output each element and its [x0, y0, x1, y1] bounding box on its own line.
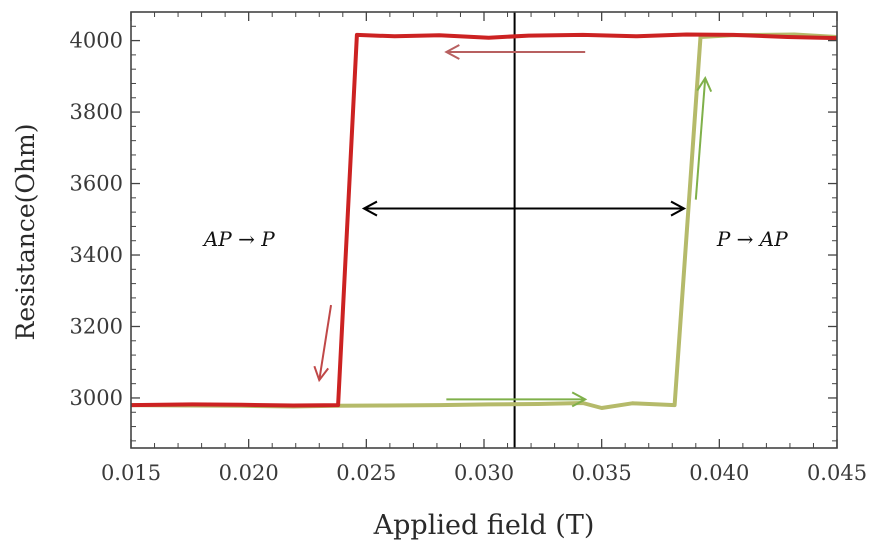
x-axis-ticks: 0.015 0.020 0.025 0.030 0.035 0.040 0.045	[101, 12, 867, 485]
y-tick-label: 4000	[70, 29, 123, 53]
x-tick-label: 0.015	[101, 461, 161, 485]
annotation-arrow-4	[446, 391, 588, 408]
y-axis-title: Resistance(Ohm)	[11, 124, 40, 341]
annotation-label-2: P → AP	[716, 227, 788, 251]
y-tick-label: 3400	[70, 243, 123, 267]
annotation-labels: AP → P P → AP	[202, 227, 788, 251]
arrow-head	[444, 44, 460, 60]
annotation-arrows	[313, 44, 713, 408]
x-tick-label: 0.020	[219, 461, 279, 485]
y-axis-ticks: 3000 3200 3400 3600 3800 4000	[70, 11, 837, 442]
series-line-2	[131, 32, 837, 408]
annotation-label-1: AP → P	[202, 227, 275, 251]
arrow-shaft	[694, 78, 707, 200]
plot-area	[131, 12, 837, 448]
arrow-head	[696, 76, 713, 93]
y-tick-label: 3000	[70, 386, 123, 410]
y-tick-label: 3600	[70, 172, 123, 196]
arrow-head	[670, 200, 687, 217]
arrow-head	[361, 200, 378, 217]
y-tick-label: 3200	[70, 314, 123, 338]
x-tick-label: 0.030	[454, 461, 514, 485]
y-tick-label: 3800	[70, 100, 123, 124]
arrow-shaft	[318, 304, 333, 381]
annotation-arrow-3	[313, 304, 333, 383]
series-layer	[131, 32, 837, 410]
annotation-arrow-5	[694, 76, 713, 200]
x-tick-label: 0.040	[689, 461, 749, 485]
annotation-arrow-1	[444, 44, 586, 60]
annotation-arrow-2	[361, 200, 687, 217]
x-tick-label: 0.035	[572, 461, 632, 485]
x-axis-title: Applied field (T)	[373, 510, 595, 541]
x-tick-label: 0.045	[807, 461, 867, 485]
x-tick-label: 0.025	[336, 461, 396, 485]
arrow-head	[313, 365, 329, 383]
arrow-head	[571, 391, 588, 408]
